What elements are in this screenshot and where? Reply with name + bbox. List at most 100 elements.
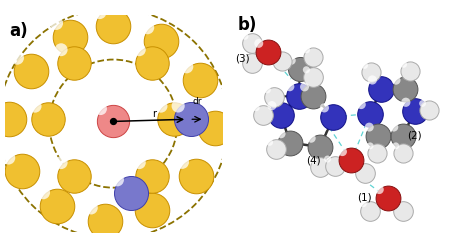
Point [301, 85, 308, 89]
Point [400, 62, 407, 66]
Point [149, 61, 156, 65]
Point [357, 102, 365, 106]
Point [110, 120, 117, 123]
Point [316, 165, 324, 169]
Point [135, 161, 143, 165]
Point [58, 48, 65, 52]
Point [366, 144, 374, 148]
Point [110, 24, 117, 28]
Text: (1): (1) [357, 192, 371, 202]
Point [390, 125, 397, 129]
Point [329, 115, 337, 119]
Point [70, 174, 78, 178]
Point [366, 112, 374, 115]
Point [361, 64, 368, 67]
Point [58, 161, 65, 165]
Point [286, 85, 294, 89]
Point [360, 202, 367, 206]
Point [347, 158, 355, 162]
Point [426, 108, 433, 112]
Point [303, 68, 310, 72]
Point [149, 174, 156, 178]
Point [264, 50, 271, 54]
Point [303, 48, 310, 52]
Point [354, 164, 362, 168]
Point [286, 141, 294, 144]
Point [378, 87, 385, 91]
Point [157, 39, 165, 43]
Point [419, 102, 426, 105]
Point [399, 151, 406, 155]
Point [268, 104, 276, 108]
Point [211, 126, 219, 130]
Point [369, 78, 376, 82]
Point [392, 78, 400, 82]
Point [44, 117, 52, 121]
Point [174, 104, 182, 108]
Point [248, 41, 256, 45]
Point [366, 209, 374, 213]
Point [196, 78, 204, 82]
Point [135, 195, 143, 199]
Point [331, 164, 338, 168]
Point [114, 178, 121, 182]
Point [135, 48, 143, 52]
Point [188, 117, 195, 121]
Point [18, 169, 26, 173]
Point [411, 109, 419, 113]
Point [170, 117, 178, 121]
Point [27, 70, 34, 73]
Point [66, 35, 74, 39]
Point [263, 88, 271, 92]
Point [87, 206, 95, 210]
Point [110, 120, 117, 123]
Point [309, 158, 317, 162]
Point [70, 61, 78, 65]
Point [14, 56, 21, 60]
Text: (4): (4) [306, 156, 321, 165]
Point [374, 134, 382, 138]
Point [320, 106, 328, 110]
Point [402, 100, 410, 104]
Point [339, 150, 346, 154]
Point [310, 94, 317, 98]
Point [287, 59, 295, 62]
Point [310, 75, 317, 79]
Point [392, 144, 400, 148]
Text: dr: dr [192, 97, 202, 106]
Point [266, 140, 273, 144]
Point [31, 104, 39, 108]
Point [271, 52, 279, 56]
Point [96, 11, 103, 14]
Point [273, 147, 280, 151]
Point [384, 197, 392, 200]
Text: r: r [152, 109, 157, 119]
Point [278, 132, 285, 136]
Text: (2): (2) [407, 131, 421, 141]
Point [183, 65, 190, 69]
Point [255, 42, 262, 45]
Point [324, 157, 331, 161]
Point [361, 171, 369, 175]
Point [53, 204, 60, 208]
Point [310, 55, 317, 59]
Point [149, 209, 156, 212]
Text: a): a) [9, 22, 28, 40]
Point [192, 174, 200, 178]
Point [97, 107, 104, 111]
Text: (3): (3) [235, 54, 250, 64]
Point [376, 188, 383, 192]
Point [253, 106, 260, 110]
Point [307, 136, 315, 140]
Point [198, 113, 206, 116]
Point [241, 54, 249, 58]
Point [101, 219, 109, 223]
Point [248, 61, 256, 65]
Point [157, 104, 165, 108]
Point [401, 87, 409, 91]
Point [52, 21, 60, 25]
Point [241, 34, 249, 38]
Point [278, 59, 286, 63]
Point [270, 95, 278, 99]
Point [368, 70, 375, 74]
